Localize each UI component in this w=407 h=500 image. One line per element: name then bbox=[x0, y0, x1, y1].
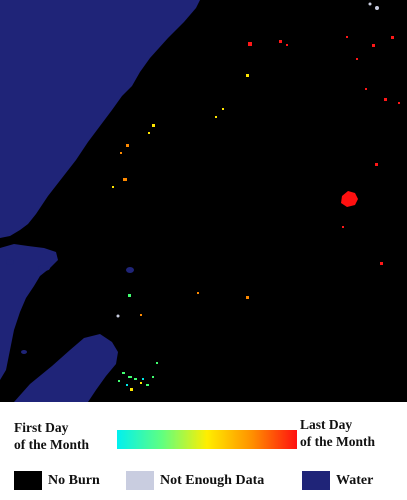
not-enough-data-pixel bbox=[116, 314, 120, 318]
water-area-west bbox=[0, 244, 58, 380]
lake bbox=[21, 350, 27, 354]
lake bbox=[38, 265, 50, 271]
burn-scar-large bbox=[341, 191, 358, 207]
legend-label-water: Water bbox=[336, 473, 374, 488]
burn-date-map bbox=[0, 0, 407, 402]
legend-label-no-burn: No Burn bbox=[48, 473, 100, 488]
legend-last-day-label: Last Day of the Month bbox=[300, 417, 375, 449]
water-area-south bbox=[14, 334, 118, 402]
legend-swatch-no-burn bbox=[14, 471, 42, 490]
water-area-north bbox=[0, 0, 200, 238]
burn-pixels-mid-late-month bbox=[120, 144, 249, 316]
legend-first-day-label: First Day of the Month bbox=[14, 420, 89, 452]
legend-color-ramp bbox=[117, 430, 297, 449]
legend-swatch-not-enough-data bbox=[126, 471, 154, 490]
burn-pixels-early-month bbox=[118, 294, 158, 386]
legend-swatch-water bbox=[302, 471, 330, 490]
burn-pixels-first-days bbox=[126, 378, 144, 386]
burn-pixels-mid-month bbox=[112, 74, 249, 391]
burn-pixels-late-month bbox=[248, 36, 400, 265]
not-enough-data-pixel bbox=[368, 2, 372, 6]
legend-label-not-enough-data: Not Enough Data bbox=[160, 473, 265, 488]
lake bbox=[6, 259, 14, 265]
lake bbox=[126, 267, 134, 273]
not-enough-data-pixel bbox=[375, 6, 379, 10]
